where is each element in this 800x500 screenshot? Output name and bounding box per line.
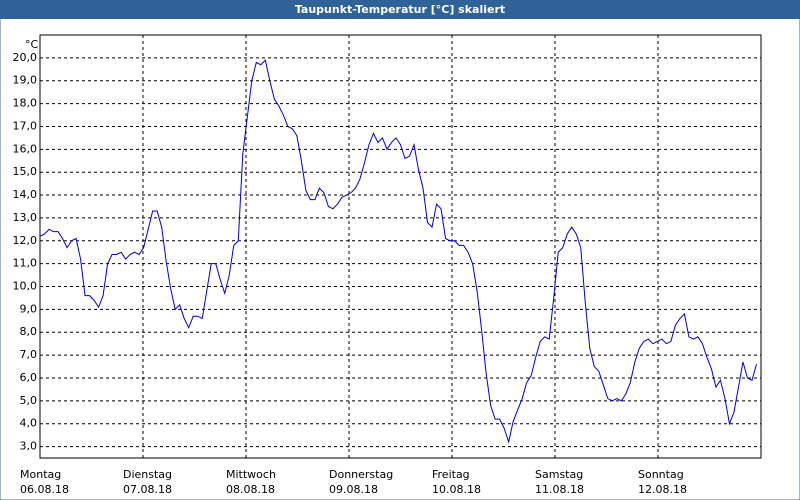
x-tick-label: Donnerstag	[329, 468, 393, 481]
plot-area	[39, 34, 762, 459]
y-tick-label: 6,0	[20, 371, 38, 384]
y-tick-label: 10,0	[13, 280, 38, 293]
x-tick-date: 10.08.18	[432, 483, 481, 496]
y-tick-label: 12,0	[13, 234, 38, 247]
y-tick-label: 15,0	[13, 165, 38, 178]
y-unit: °C	[25, 38, 39, 51]
y-tick-label: 16,0	[13, 142, 38, 155]
y-tick-label: 11,0	[13, 257, 38, 270]
x-tick-date: 09.08.18	[329, 483, 378, 496]
x-tick-label: Dienstag	[123, 468, 172, 481]
x-tick-label: Mittwoch	[226, 468, 276, 481]
title-bar	[0, 0, 800, 19]
y-tick-label: 20,0	[13, 51, 38, 64]
y-tick-label: 17,0	[13, 119, 38, 132]
x-tick-date: 08.08.18	[226, 483, 275, 496]
x-tick-label: Samstag	[535, 468, 583, 481]
y-tick-label: 9,0	[20, 302, 38, 315]
y-tick-label: 5,0	[20, 394, 38, 407]
x-tick-date: 07.08.18	[123, 483, 172, 496]
y-tick-label: 3,0	[20, 440, 38, 453]
x-tick-label: Sonntag	[638, 468, 684, 481]
y-tick-label: 4,0	[20, 417, 38, 430]
y-tick-label: 18,0	[13, 97, 38, 110]
data-line	[39, 59, 757, 444]
y-tick-label: 7,0	[20, 348, 38, 361]
y-tick-label: 14,0	[13, 188, 38, 201]
y-tick-label: 13,0	[13, 211, 38, 224]
y-tick-label: 19,0	[13, 74, 38, 87]
chart-title: Taupunkt-Temperatur [°C] skaliert	[295, 3, 505, 16]
x-tick-label: Montag	[20, 468, 61, 481]
x-tick-date: 11.08.18	[535, 483, 584, 496]
x-tick-date: 12.08.18	[638, 483, 687, 496]
x-tick-date: 06.08.18	[20, 483, 69, 496]
x-tick-label: Freitag	[432, 468, 470, 481]
y-tick-label: 8,0	[20, 325, 38, 338]
